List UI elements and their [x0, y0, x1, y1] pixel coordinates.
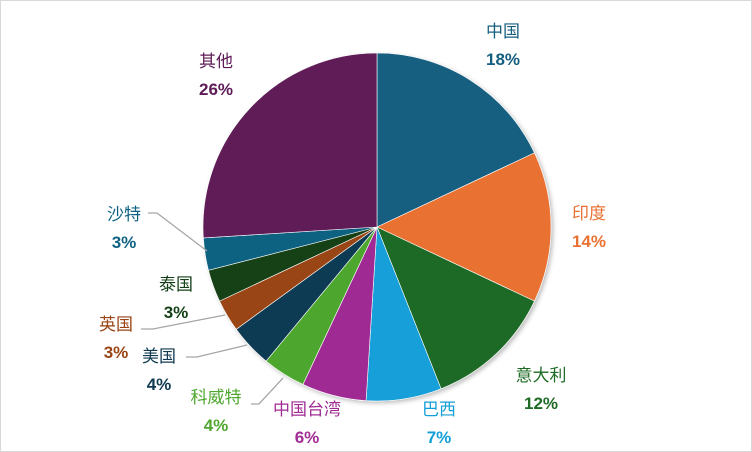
- data-label-name: 美国: [142, 347, 176, 367]
- data-label-name: 巴西: [422, 400, 456, 420]
- data-label-percent: 18%: [486, 50, 520, 69]
- pie-slice-1: [376, 152, 552, 302]
- data-label-name: 中国台湾: [273, 400, 341, 420]
- data-label-percent: 3%: [164, 303, 189, 322]
- data-label-name: 泰国: [159, 275, 193, 295]
- data-label-name: 中国: [486, 22, 520, 42]
- pie-slice-0: [376, 52, 535, 228]
- leader-line: [186, 344, 248, 358]
- leader-line: [251, 377, 284, 405]
- pie-slice-2: [376, 226, 535, 390]
- data-label-name: 英国: [99, 315, 133, 335]
- data-label-percent: 3%: [104, 343, 129, 362]
- data-label-name: 科威特: [191, 388, 242, 408]
- data-label-percent: 12%: [524, 394, 558, 413]
- data-label-percent: 6%: [295, 428, 320, 447]
- data-label-percent: 3%: [112, 233, 137, 252]
- data-label-name: 印度: [572, 204, 606, 224]
- data-label-name: 其他: [199, 52, 233, 72]
- data-label-percent: 4%: [204, 416, 229, 435]
- leader-line: [141, 314, 226, 330]
- data-label-name: 沙特: [107, 205, 141, 225]
- pie-slice-10: [202, 52, 378, 239]
- data-label-name: 意大利: [516, 366, 567, 386]
- leader-line: [148, 212, 208, 252]
- data-label-percent: 26%: [199, 80, 233, 99]
- data-label-percent: 14%: [572, 232, 606, 251]
- data-label-percent: 4%: [147, 375, 172, 394]
- data-label-percent: 7%: [427, 428, 452, 447]
